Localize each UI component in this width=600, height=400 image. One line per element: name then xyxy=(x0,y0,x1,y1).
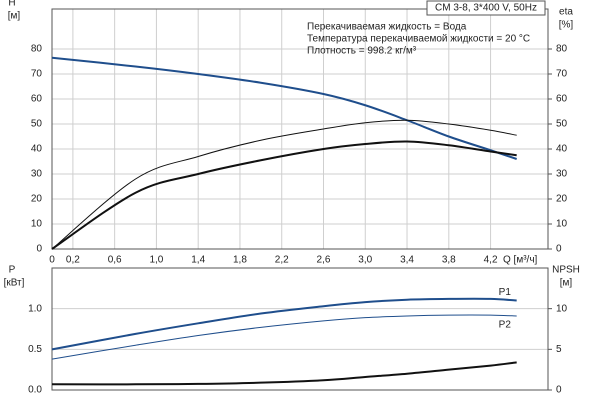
curve xyxy=(51,314,517,360)
x-tick-label: 0,2 xyxy=(66,255,80,266)
y2-axis-unit: [м] xyxy=(560,278,573,289)
y-tick-label: 0.0 xyxy=(28,385,42,396)
y2-tick-label: 40 xyxy=(556,144,568,155)
x-tick-label: 0,6 xyxy=(108,255,122,266)
y-tick-label: 10 xyxy=(31,219,43,230)
x-tick-label: 3,8 xyxy=(442,255,456,266)
y2-tick-label: 5 xyxy=(556,344,562,355)
y2-tick-label: 0 xyxy=(556,385,562,396)
series-label: P1 xyxy=(499,287,512,298)
y2-tick-label: 20 xyxy=(556,194,568,205)
annotation: Перекачиваемая жидкость = Вода xyxy=(307,22,467,33)
x-tick-label: 1,0 xyxy=(149,255,163,266)
title-box xyxy=(426,0,546,16)
curve xyxy=(51,297,517,351)
y-axis-unit: [кВт] xyxy=(4,278,25,289)
curve xyxy=(51,56,517,160)
y-tick-label: 40 xyxy=(31,144,43,155)
curve xyxy=(51,119,517,250)
x-tick-label: 1,4 xyxy=(191,255,205,266)
y2-tick-label: 10 xyxy=(556,303,568,314)
plot-frame xyxy=(51,8,549,250)
y2-tick-label: 30 xyxy=(556,169,568,180)
x-tick-label: 2,6 xyxy=(317,255,331,266)
y2-axis-unit: [%] xyxy=(559,20,574,31)
x-tick-label: 0 xyxy=(49,255,55,266)
y-tick-label: 70 xyxy=(31,69,43,80)
y2-tick-label: 70 xyxy=(556,69,568,80)
y-tick-label: 0 xyxy=(36,244,42,255)
y-tick-label: 30 xyxy=(31,169,43,180)
y2-axis-label: NPSH xyxy=(552,265,580,276)
y2-tick-label: 50 xyxy=(556,119,568,130)
curve xyxy=(51,361,517,386)
y2-tick-label: 80 xyxy=(556,44,568,55)
y-axis-label: P xyxy=(9,265,16,276)
annotation: Плотность = 998.2 кг/м³ xyxy=(307,46,417,57)
y-tick-label: 60 xyxy=(31,94,43,105)
y2-tick-label: 10 xyxy=(556,219,568,230)
y2-axis-label: eta xyxy=(559,7,573,18)
y-tick-label: 20 xyxy=(31,194,43,205)
curve xyxy=(51,140,517,250)
chart-title: CM 3-8, 3*400 V, 50Hz xyxy=(435,3,537,14)
y2-tick-label: 60 xyxy=(556,94,568,105)
plot-frame xyxy=(51,267,549,391)
x-tick-label: 3,4 xyxy=(400,255,414,266)
y2-tick-label: 0 xyxy=(556,244,562,255)
x-axis-label: Q [м³/ч] xyxy=(503,255,538,266)
y-axis-label: H xyxy=(8,0,15,9)
y-tick-label: 80 xyxy=(31,44,43,55)
y-tick-label: 1.0 xyxy=(28,303,42,314)
annotation: Температура перекачиваемой жидкости = 20… xyxy=(307,34,530,45)
y-axis-unit: [м] xyxy=(8,11,21,22)
x-tick-label: 2,2 xyxy=(275,255,289,266)
series-label: P2 xyxy=(499,320,512,331)
x-tick-label: 3,0 xyxy=(358,255,372,266)
x-tick-label: 4,2 xyxy=(484,255,498,266)
y-tick-label: 0.5 xyxy=(28,344,42,355)
y-tick-label: 50 xyxy=(31,119,43,130)
x-tick-label: 1,8 xyxy=(233,255,247,266)
